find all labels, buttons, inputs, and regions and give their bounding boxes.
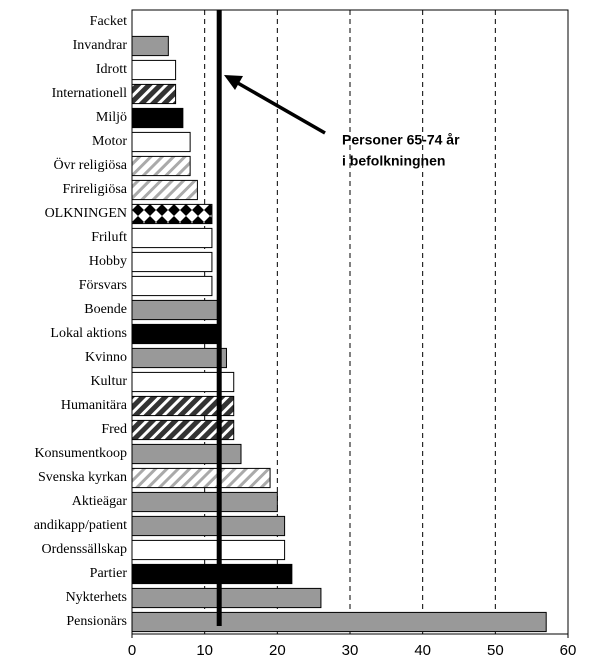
bar	[131, 251, 213, 273]
bar	[131, 563, 293, 585]
y-tick-label: Kultur	[90, 374, 127, 389]
y-tick-label: Motor	[92, 134, 127, 149]
y-tick-label: Lokal aktions	[50, 326, 127, 341]
y-tick-label: Försvars	[79, 278, 127, 293]
bar	[131, 107, 184, 129]
bar	[131, 227, 213, 249]
bar	[131, 179, 198, 201]
x-tick-label: 30	[342, 642, 359, 659]
y-tick-label: Pensionärs	[66, 614, 127, 629]
bar	[131, 35, 169, 57]
bar	[131, 275, 213, 297]
bar	[131, 515, 286, 537]
y-tick-label: Internationell	[52, 86, 128, 101]
y-tick-label: Frireligiösa	[62, 182, 127, 197]
y-tick-label: Fred	[101, 422, 127, 437]
y-tick-label: OLKNINGEN	[45, 206, 127, 221]
y-tick-label: Idrott	[96, 62, 127, 77]
arrow-head	[224, 75, 243, 90]
bar	[131, 587, 322, 609]
y-tick-label: Friluft	[91, 230, 127, 245]
x-tick-label: 20	[269, 642, 286, 659]
annotation: i befolkningnen	[342, 153, 445, 169]
bar	[131, 59, 177, 81]
y-tick-label: andikapp/patient	[34, 518, 127, 533]
bar	[131, 323, 220, 345]
x-tick-label: 50	[487, 642, 504, 659]
bar	[131, 203, 213, 225]
bar	[131, 419, 235, 441]
y-tick-label: Humanitära	[61, 398, 128, 413]
annotation: Personer 65-74 år	[342, 132, 460, 148]
x-tick-label: 60	[560, 642, 577, 659]
y-tick-label: Svenska kyrkan	[38, 470, 127, 485]
bar	[131, 539, 286, 561]
y-tick-label: Partier	[90, 566, 128, 581]
y-tick-label: Facket	[90, 14, 127, 29]
bar	[131, 131, 191, 153]
bar	[131, 299, 220, 321]
x-tick-label: 10	[196, 642, 213, 659]
y-tick-label: Invandrar	[73, 38, 128, 53]
bar	[131, 371, 235, 393]
y-tick-label: Aktieägar	[72, 494, 128, 509]
bar	[131, 467, 271, 489]
x-tick-label: 40	[414, 642, 431, 659]
x-tick-label: 0	[128, 642, 136, 659]
y-tick-label: Nykterhets	[66, 590, 127, 605]
y-tick-label: Konsumentkoop	[34, 446, 127, 461]
y-tick-label: Boende	[84, 302, 127, 317]
y-tick-label: Ordenssällskap	[41, 542, 127, 557]
y-tick-label: Hobby	[89, 254, 127, 269]
bar	[131, 395, 235, 417]
bar	[131, 491, 278, 513]
arrow	[235, 80, 326, 135]
y-tick-label: Miljö	[96, 110, 127, 125]
y-tick-label: Övr religiösa	[54, 156, 128, 173]
bar	[131, 155, 191, 177]
bar	[131, 83, 177, 105]
bar	[131, 443, 242, 465]
bar	[131, 611, 547, 633]
y-tick-label: Kvinno	[85, 350, 127, 365]
bar	[131, 347, 227, 369]
